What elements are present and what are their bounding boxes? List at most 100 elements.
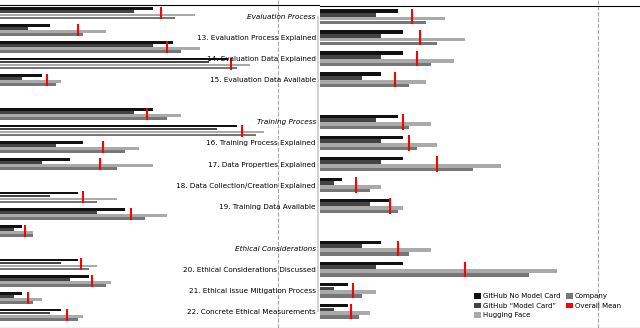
Bar [0, 117, 167, 120]
Bar [320, 59, 454, 63]
Bar [0, 301, 33, 304]
Bar [320, 189, 370, 193]
Bar [0, 214, 167, 217]
Legend: GitHub No Model Card, GitHub “Model Card”, Hugging Face, Company, Overall Mean: GitHub No Model Card, GitHub “Model Card… [471, 291, 624, 321]
Bar [320, 114, 398, 118]
Bar [0, 67, 237, 70]
Bar [0, 318, 78, 320]
Bar [0, 61, 209, 64]
Bar [320, 160, 381, 164]
Bar [320, 55, 381, 59]
Bar [0, 298, 42, 301]
Bar [320, 304, 348, 307]
Bar [320, 147, 417, 151]
Bar [0, 167, 117, 170]
Bar [0, 128, 217, 131]
Bar [320, 199, 390, 202]
Bar [320, 156, 403, 160]
Bar [0, 292, 22, 295]
Bar [320, 135, 403, 139]
Bar [320, 210, 398, 214]
Bar [0, 284, 106, 287]
Bar [0, 80, 61, 83]
Bar [0, 47, 200, 50]
Bar [320, 168, 473, 172]
Bar [0, 192, 78, 194]
Bar [320, 13, 376, 17]
Bar [0, 8, 153, 10]
Bar [0, 13, 195, 16]
Bar [0, 195, 50, 197]
Bar [320, 84, 409, 87]
Bar [0, 64, 250, 67]
Bar [0, 164, 153, 167]
Bar [0, 111, 134, 114]
Bar [320, 269, 557, 273]
Bar [320, 31, 403, 34]
Bar [0, 217, 145, 220]
Bar [320, 177, 342, 181]
Bar [0, 201, 97, 203]
Bar [320, 308, 334, 311]
Bar [0, 281, 111, 284]
Bar [0, 44, 153, 47]
Bar [0, 33, 83, 36]
Bar [320, 139, 381, 143]
Bar [320, 206, 403, 210]
Bar [0, 161, 42, 164]
Bar [320, 63, 431, 66]
Bar [0, 261, 61, 264]
Bar [320, 38, 465, 41]
Bar [320, 80, 426, 84]
Bar [0, 134, 256, 136]
Bar [0, 131, 264, 133]
Bar [320, 294, 362, 297]
Bar [0, 10, 134, 13]
Bar [0, 309, 61, 312]
Bar [320, 252, 409, 256]
Bar [320, 290, 376, 294]
Bar [0, 27, 28, 30]
Bar [0, 158, 70, 161]
Bar [0, 275, 89, 278]
Bar [320, 122, 431, 126]
Bar [320, 311, 370, 315]
Bar [320, 42, 437, 45]
Bar [0, 114, 181, 117]
Bar [0, 77, 22, 80]
Bar [0, 225, 22, 228]
Bar [320, 143, 437, 147]
Bar [320, 126, 409, 129]
Bar [320, 244, 362, 248]
Bar [0, 147, 139, 150]
Bar [0, 278, 70, 281]
Bar [0, 58, 228, 60]
Bar [0, 228, 14, 231]
Bar [0, 144, 56, 147]
Bar [320, 164, 501, 168]
Bar [0, 258, 78, 261]
Bar [0, 83, 56, 86]
Bar [320, 118, 376, 122]
Bar [0, 16, 175, 19]
Bar [0, 264, 97, 267]
Bar [0, 41, 173, 44]
Bar [0, 208, 125, 211]
Bar [0, 315, 83, 318]
Bar [320, 181, 334, 185]
Bar [320, 262, 403, 265]
Bar [320, 315, 359, 318]
Bar [320, 72, 381, 76]
Bar [320, 185, 381, 189]
Bar [320, 265, 376, 269]
Bar [320, 287, 334, 290]
Bar [0, 268, 89, 270]
Bar [320, 241, 381, 244]
Bar [0, 234, 33, 237]
Bar [320, 10, 398, 13]
Bar [0, 74, 42, 77]
Bar [0, 108, 153, 111]
Bar [320, 202, 370, 206]
Bar [320, 21, 426, 24]
Bar [320, 51, 403, 55]
